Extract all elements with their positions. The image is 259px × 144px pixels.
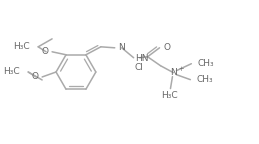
Text: H₃C: H₃C <box>161 91 178 100</box>
Text: N: N <box>118 43 125 52</box>
Text: H₃C: H₃C <box>4 68 20 76</box>
Text: CH₃: CH₃ <box>197 59 214 68</box>
Text: O: O <box>31 72 38 82</box>
Text: N: N <box>170 68 177 77</box>
Text: Cl: Cl <box>135 63 143 72</box>
Text: +: + <box>178 66 184 72</box>
Text: O: O <box>41 47 48 56</box>
Text: O: O <box>163 43 170 52</box>
Text: HN: HN <box>135 54 148 63</box>
Text: H₃C: H₃C <box>13 42 30 51</box>
Text: CH₃: CH₃ <box>196 75 213 84</box>
